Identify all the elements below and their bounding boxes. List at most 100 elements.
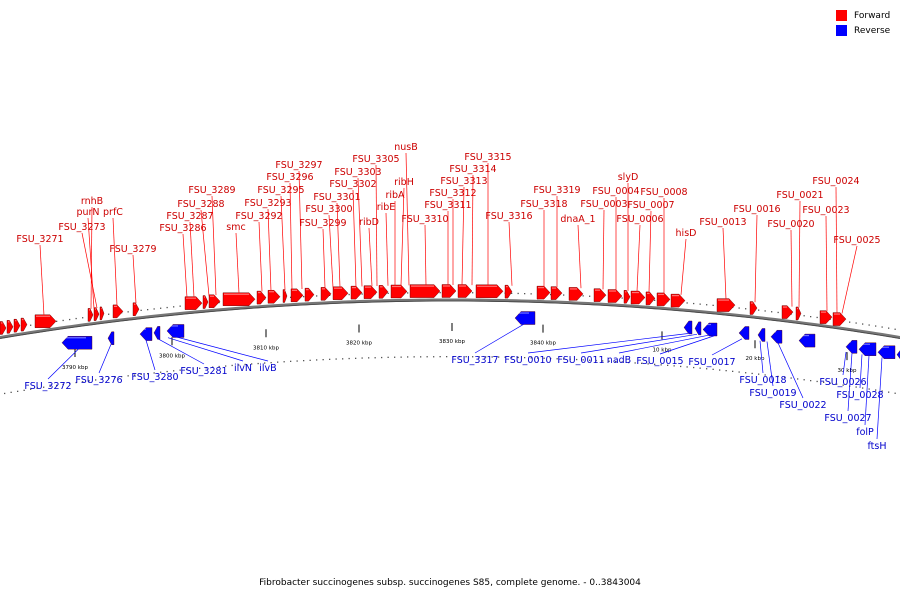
forward-leader bbox=[39, 244, 45, 316]
lower-dots bbox=[667, 364, 669, 366]
lower-dots bbox=[875, 389, 877, 391]
lower-dots bbox=[693, 366, 695, 369]
lower-dots bbox=[231, 364, 233, 367]
forward-gene-label: FSU_3297 bbox=[275, 160, 322, 171]
lower-dots bbox=[699, 367, 701, 369]
lower-dots bbox=[303, 360, 305, 362]
lower-dots bbox=[108, 377, 110, 379]
forward-leader bbox=[798, 200, 801, 308]
reverse-gene-label: FSU_0019 bbox=[749, 388, 796, 399]
forward-gene bbox=[208, 294, 221, 308]
forward-leader bbox=[189, 221, 195, 298]
forward-gene-label: FSU_3300 bbox=[305, 204, 352, 215]
upper-dots bbox=[290, 296, 292, 298]
upper-dots bbox=[173, 306, 175, 308]
lower-dots bbox=[335, 358, 337, 360]
reverse-gene-label: ftsH bbox=[868, 441, 887, 452]
upper-dots bbox=[361, 293, 363, 295]
lower-dots bbox=[634, 362, 636, 364]
reverse-leader bbox=[175, 336, 269, 362]
forward-gene bbox=[749, 301, 758, 315]
upper-dots bbox=[147, 309, 149, 311]
forward-gene bbox=[202, 295, 209, 309]
reverse-leader bbox=[777, 342, 804, 399]
upper-dots bbox=[803, 315, 805, 317]
lower-dots bbox=[680, 365, 682, 368]
lower-dots bbox=[452, 356, 454, 358]
lower-dots bbox=[36, 387, 38, 389]
forward-leader bbox=[328, 214, 334, 288]
upper-dots bbox=[881, 326, 883, 328]
reverse-leader bbox=[157, 338, 205, 365]
forward-gene bbox=[593, 288, 607, 302]
upper-dots bbox=[530, 293, 532, 295]
lower-dots bbox=[17, 390, 19, 392]
legend-reverse[interactable]: Reverse bbox=[836, 23, 890, 38]
forward-gene bbox=[475, 284, 504, 298]
upper-dots bbox=[550, 293, 552, 296]
upper-dots bbox=[387, 292, 389, 294]
reverse-leader bbox=[167, 337, 244, 362]
forward-gene-label: FSU_3293 bbox=[244, 198, 291, 209]
upper-dots bbox=[517, 292, 519, 295]
lower-dots bbox=[160, 371, 162, 373]
forward-gene-label: FSU_3295 bbox=[257, 185, 304, 196]
reverse-leader bbox=[98, 344, 112, 374]
lower-dots bbox=[296, 360, 298, 362]
forward-gene-label: smc bbox=[226, 222, 245, 233]
lower-dots bbox=[75, 381, 77, 384]
upper-dots bbox=[621, 297, 623, 299]
forward-gene-label: FSU_3299 bbox=[299, 218, 346, 229]
upper-dots bbox=[764, 310, 766, 312]
lower-dots bbox=[244, 363, 246, 366]
forward-gene-label: FSU_3288 bbox=[177, 199, 224, 210]
scale-tick-label: 3810 kbp bbox=[253, 345, 279, 351]
lower-dots bbox=[355, 357, 357, 359]
lower-dots bbox=[69, 382, 71, 385]
lower-dots bbox=[647, 363, 649, 365]
reverse-leader bbox=[618, 334, 709, 354]
lower-dots bbox=[491, 356, 493, 358]
upper-dots bbox=[140, 309, 142, 311]
forward-gene-label: FSU_0025 bbox=[833, 235, 880, 246]
lower-dots bbox=[179, 369, 181, 371]
forward-gene bbox=[378, 285, 389, 299]
lower-dots bbox=[49, 385, 51, 387]
lower-dots bbox=[342, 358, 344, 360]
lower-dots bbox=[641, 362, 643, 364]
lower-dots bbox=[309, 359, 311, 361]
forward-leader bbox=[385, 212, 389, 286]
lower-dots bbox=[95, 379, 97, 381]
lower-dots bbox=[433, 356, 435, 358]
lower-dots bbox=[277, 361, 279, 363]
legend-forward[interactable]: Forward bbox=[836, 8, 890, 23]
lower-dots bbox=[550, 357, 552, 360]
forward-gene bbox=[623, 290, 631, 304]
forward-leader bbox=[648, 210, 652, 293]
forward-gene-label: FSU_3305 bbox=[352, 154, 399, 165]
reverse-gene-label: FSU_3281 bbox=[180, 366, 227, 377]
forward-gene-label: FSU_3311 bbox=[424, 200, 471, 211]
lower-dots bbox=[888, 391, 890, 393]
lower-dots bbox=[4, 392, 6, 395]
forward-leader bbox=[754, 214, 758, 303]
reverse-gene-label: folP bbox=[856, 427, 874, 438]
upper-dots bbox=[686, 302, 688, 304]
forward-leader bbox=[280, 195, 286, 291]
lower-dots bbox=[868, 388, 870, 390]
forward-leader bbox=[722, 227, 727, 300]
lower-dots bbox=[556, 358, 558, 360]
forward-gene-label: dnaA_1 bbox=[560, 214, 595, 225]
lower-dots bbox=[446, 356, 448, 358]
lower-dots bbox=[745, 372, 747, 374]
scale-tick-label: 20 kbp bbox=[746, 356, 765, 362]
lower-dots bbox=[387, 356, 389, 358]
forward-gene-label: FSU_3310 bbox=[401, 214, 448, 225]
forward-gene bbox=[13, 318, 21, 333]
upper-dots bbox=[30, 324, 32, 326]
forward-gene bbox=[550, 286, 563, 300]
upper-dots bbox=[153, 308, 155, 310]
scale-tick-label: 3790 kbp bbox=[62, 365, 88, 371]
forward-gene-label: FSU_3314 bbox=[449, 164, 496, 175]
forward-leader bbox=[336, 202, 341, 288]
